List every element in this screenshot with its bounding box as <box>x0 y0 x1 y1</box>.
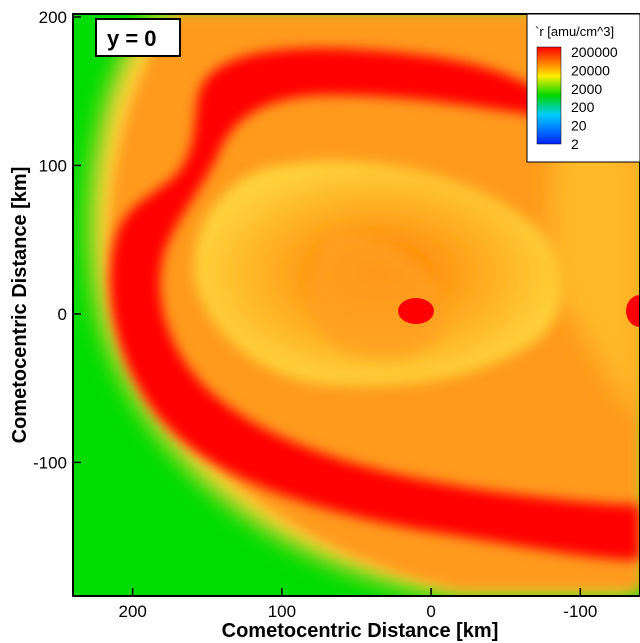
x-tick-label: -100 <box>563 602 597 621</box>
density-peak-right <box>626 295 640 327</box>
colorbar-label: 2000 <box>571 81 602 97</box>
slice-label-box: y = 0 <box>95 18 181 57</box>
colorbar-labels: 200000 20000 2000 200 20 2 <box>571 44 618 152</box>
colorbar-legend: `r [amu/cm^3] 200000 20000 2000 200 20 2 <box>526 13 640 163</box>
colorbar-title: `r [amu/cm^3] <box>535 24 614 39</box>
colorbar-label: 2 <box>571 136 579 152</box>
colorbar-swatch <box>536 46 562 145</box>
x-axis-title: Cometocentric Distance [km] <box>222 620 499 642</box>
colorbar-label: 20000 <box>571 62 610 78</box>
x-tick-label: 100 <box>268 602 296 621</box>
density-peak-center <box>398 298 434 324</box>
y-axis-ticks: 200 100 0 -100 <box>33 8 81 472</box>
colorbar-label: 200000 <box>571 44 618 60</box>
y-tick-label: 100 <box>39 156 67 175</box>
y-axis-title: Cometocentric Distance [km] <box>9 167 31 444</box>
x-tick-label: 0 <box>426 602 435 621</box>
y-tick-label: -100 <box>33 453 67 472</box>
colorbar-label: 20 <box>571 118 587 134</box>
slice-label: y = 0 <box>107 26 157 51</box>
colorbar-label: 200 <box>571 99 595 115</box>
y-tick-label: 0 <box>58 305 67 324</box>
y-tick-label: 200 <box>39 8 67 27</box>
x-tick-label: 200 <box>118 602 146 621</box>
x-axis-ticks: 200 100 0 -100 <box>118 588 597 621</box>
plot-frame <box>72 13 640 597</box>
